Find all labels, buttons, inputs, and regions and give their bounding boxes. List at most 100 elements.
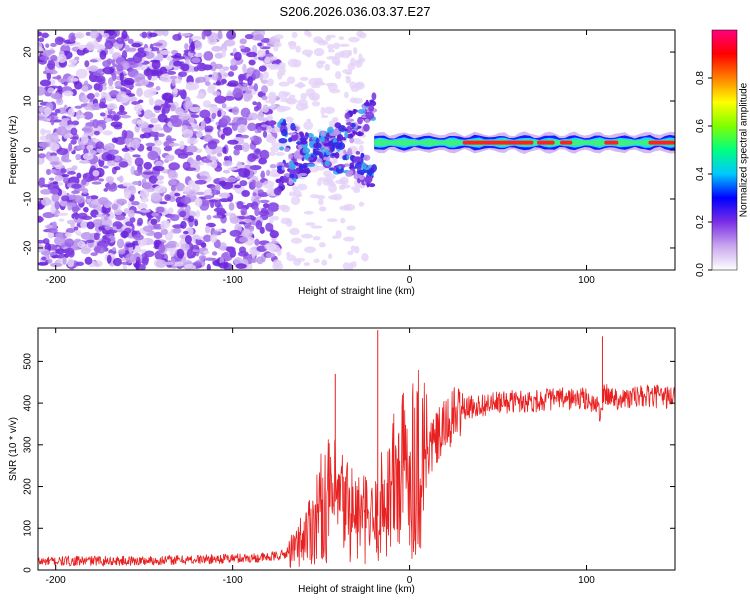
noise-blob — [131, 101, 141, 105]
noise-blob — [257, 189, 264, 194]
noise-blob — [338, 185, 346, 191]
noise-blob — [269, 164, 277, 169]
noise-blob — [216, 152, 223, 157]
noise-blob — [39, 177, 46, 182]
noise-blob — [229, 229, 242, 237]
noise-blob — [213, 207, 225, 213]
noise-blob — [188, 189, 197, 197]
noise-blob — [55, 248, 66, 255]
panel1-ytick-label: 10 — [23, 95, 34, 107]
noise-blob — [269, 244, 278, 252]
noise-blob — [227, 80, 239, 87]
transition-blob — [298, 172, 308, 177]
noise-blob — [139, 79, 149, 86]
noise-blob — [38, 37, 45, 43]
noise-blob — [233, 144, 245, 151]
noise-blob — [76, 240, 86, 248]
noise-blob — [47, 49, 56, 54]
noise-blob — [214, 52, 224, 59]
noise-blob — [342, 69, 353, 74]
noise-blob — [358, 53, 363, 61]
noise-blob — [260, 37, 272, 43]
noise-blob — [64, 232, 72, 238]
transition-blob — [273, 187, 282, 196]
noise-blob — [353, 97, 363, 104]
noise-blob — [243, 91, 253, 102]
noise-blob — [92, 118, 99, 129]
panel1-xtick-label: 0 — [407, 275, 413, 286]
noise-blob — [152, 42, 163, 47]
noise-blob — [184, 235, 192, 244]
noise-blob — [356, 59, 361, 65]
noise-blob — [351, 261, 357, 268]
noise-blob — [76, 172, 82, 179]
transition-blob — [344, 130, 349, 139]
noise-blob — [74, 105, 83, 109]
noise-blob — [271, 140, 278, 147]
noise-blob — [54, 36, 64, 46]
noise-blob — [313, 47, 325, 57]
noise-blob — [339, 205, 351, 211]
noise-blob — [143, 109, 154, 120]
noise-blob — [185, 186, 191, 192]
colorbar-label: Normalized spectral amplitude — [739, 82, 750, 217]
noise-blob — [299, 76, 309, 81]
noise-blob — [81, 215, 93, 221]
noise-blob — [265, 222, 274, 232]
noise-blob — [40, 197, 52, 206]
noise-blob — [210, 234, 217, 243]
noise-blob — [182, 128, 194, 139]
noise-blob — [44, 224, 53, 229]
noise-blob — [169, 104, 176, 112]
noise-blob — [93, 232, 100, 241]
transition-blob — [327, 126, 334, 134]
spectrogram-area — [38, 30, 675, 270]
noise-blob — [150, 192, 161, 202]
noise-blob — [38, 262, 48, 266]
noise-blob — [41, 250, 52, 256]
noise-blob — [82, 152, 94, 161]
noise-blob — [190, 41, 195, 52]
noise-blob — [50, 205, 56, 214]
noise-blob — [294, 257, 306, 262]
noise-blob — [218, 262, 229, 269]
noise-blob — [310, 225, 323, 229]
noise-blob — [85, 239, 95, 244]
noise-blob — [40, 189, 52, 195]
noise-blob — [164, 154, 175, 162]
noise-blob — [80, 220, 88, 229]
noise-blob — [323, 106, 335, 115]
noise-blob — [195, 130, 203, 139]
noise-blob — [196, 62, 207, 72]
noise-blob — [137, 217, 144, 226]
noise-blob — [182, 161, 191, 170]
noise-blob — [203, 134, 213, 142]
noise-blob — [321, 259, 328, 266]
noise-blob — [165, 138, 177, 142]
noise-blob — [142, 256, 149, 266]
noise-blob — [323, 170, 332, 177]
noise-blob — [136, 202, 148, 210]
noise-blob — [303, 210, 314, 215]
noise-blob — [261, 85, 269, 94]
noise-blob — [271, 215, 279, 221]
noise-blob — [120, 261, 132, 265]
noise-blob — [201, 159, 213, 163]
noise-blob — [253, 105, 259, 112]
noise-blob — [74, 230, 82, 235]
noise-blob — [215, 80, 222, 86]
noise-blob — [159, 201, 168, 205]
noise-blob — [39, 55, 50, 61]
noise-blob — [253, 136, 262, 145]
noise-blob — [214, 63, 224, 69]
noise-blob — [257, 126, 262, 134]
noise-blob — [76, 261, 85, 266]
transition-blob — [279, 146, 285, 151]
noise-blob — [168, 162, 181, 171]
noise-blob — [46, 228, 59, 233]
panel2-xtick-label: -200 — [46, 575, 66, 586]
noise-blob — [308, 92, 321, 101]
noise-blob — [72, 120, 80, 126]
transition-blob — [293, 177, 297, 183]
transition-blob — [288, 177, 294, 186]
